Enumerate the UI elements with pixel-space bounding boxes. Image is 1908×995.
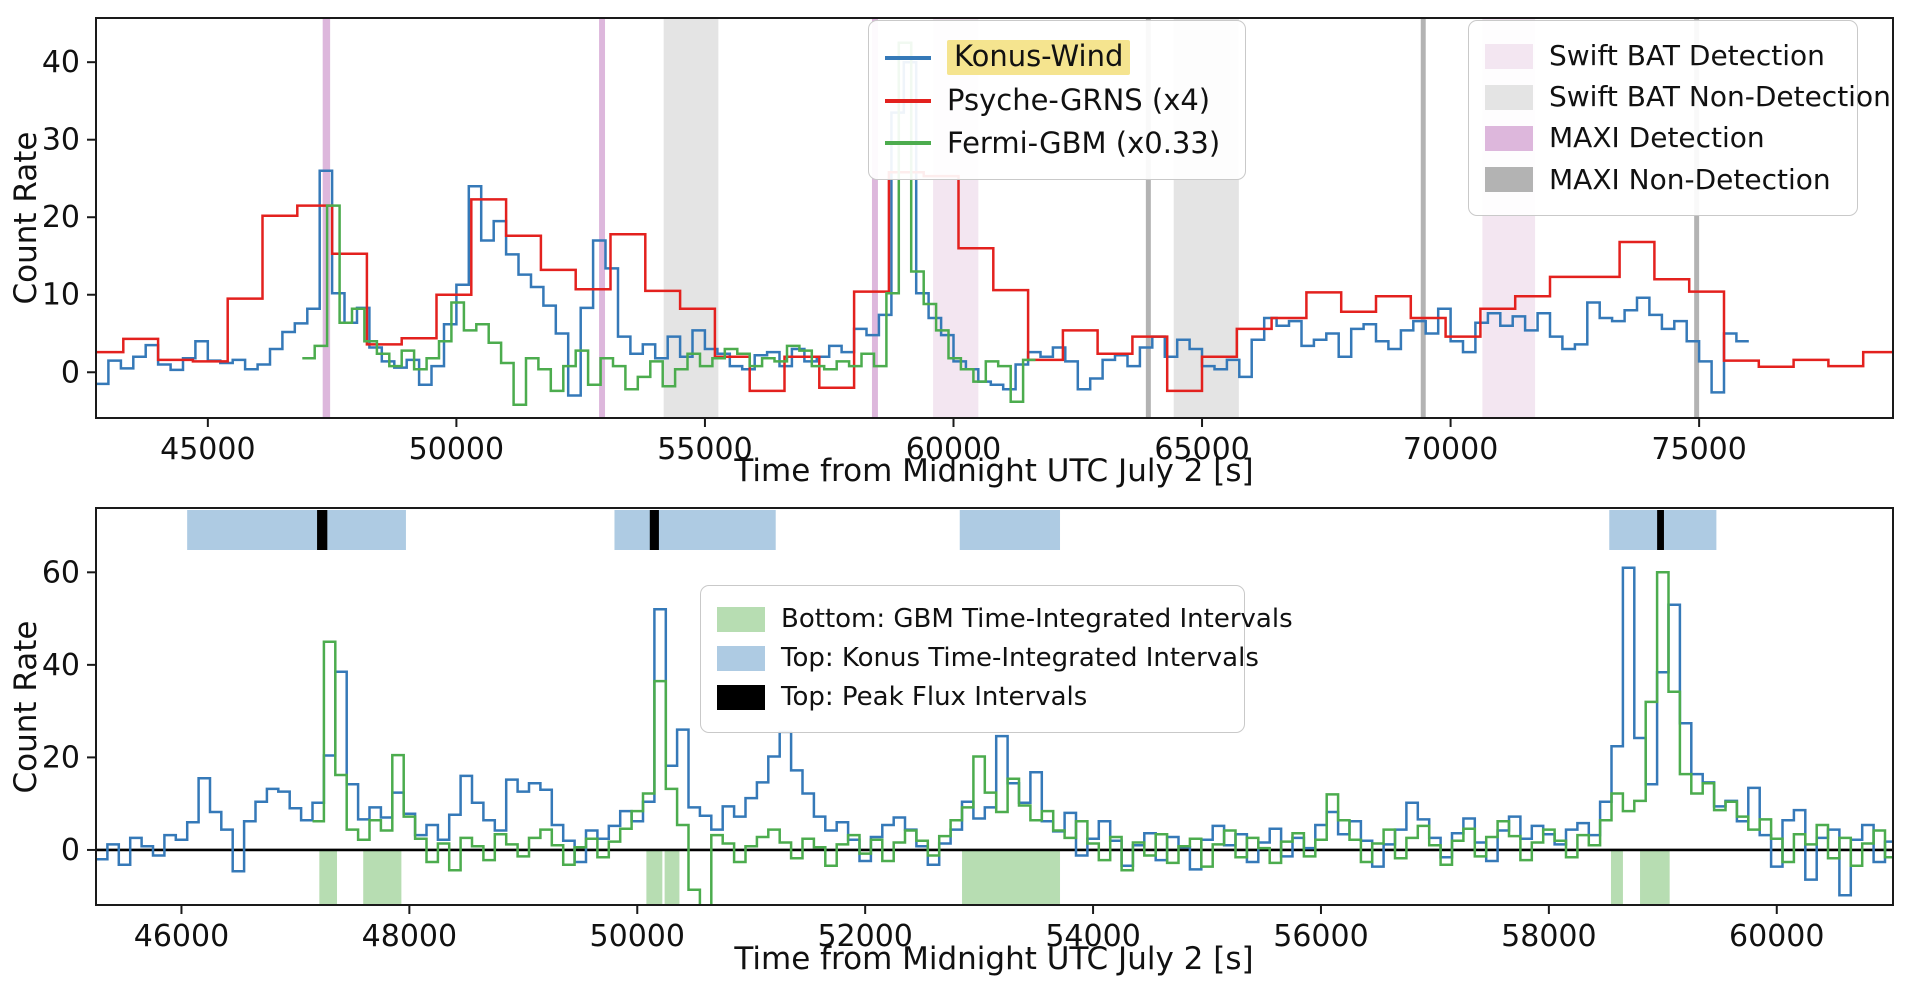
maxi-detection-band [871,18,878,418]
maxi-non-detection-swatch [1485,167,1533,193]
konus-intervals-swatch [717,646,765,672]
maxi-non-detection-label: MAXI Non-Detection [1549,162,1831,196]
x-tick-label: 56000 [1273,919,1368,954]
peak-flux-intervals-swatch [717,685,765,711]
maxi-non-detection-band [1145,18,1151,418]
y-tick-label: 20 [42,740,80,775]
maxi-detection-swatch [1485,125,1533,151]
y-tick-label: 20 [42,200,80,235]
swift-bat-non-detection-band [663,18,719,418]
legend-item-maxi-detection: MAXI Detection [1485,122,1841,154]
gbm-interval-band [319,849,338,904]
legend-item-maxi-non-detection: MAXI Non-Detection [1485,162,1841,196]
psyche-grns-line-swatch [885,99,931,104]
y-tick-label: 0 [61,833,80,868]
bottom-yaxis-label: Count Rate [8,621,44,794]
maxi-non-detection-band [1694,18,1700,418]
y-tick-label: 60 [42,555,80,590]
swift-bat-non-detection-swatch [1485,84,1533,110]
konus-interval-band [614,510,776,550]
legend-intervals: Bottom: GBM Time-Integrated Intervals To… [700,585,1293,733]
legend-item-swift-detection: Swift BAT Detection [1485,39,1841,72]
legend-item-fermi-gbm: Fermi-GBM (x0.33) [885,125,1229,160]
gbm-interval-band [1640,849,1670,904]
legend-detections: Swift BAT Detection Swift BAT Non-Detect… [1468,20,1891,216]
fermi-gbm-label: Fermi-GBM (x0.33) [947,125,1221,160]
legend-item-konus-wind: Konus-Wind [885,39,1229,76]
peak-flux-interval [649,510,659,550]
y-tick-label: 40 [42,648,80,683]
x-tick-label: 54000 [1045,919,1140,954]
x-tick-label: 48000 [362,919,457,954]
legend-item-psyche-grns: Psyche-GRNS (x4) [885,83,1229,118]
legend-item-swift-non-detection: Swift BAT Non-Detection [1485,80,1891,113]
konus-wind-line-swatch [885,55,931,60]
x-tick-label: 60000 [1729,919,1824,954]
konus-wind-series-line [96,566,1893,897]
peak-flux-interval [1657,510,1664,550]
gbm-interval-band [664,849,680,904]
bottom-panel: 46000 48000 50000 52000 54000 56000 58000 60000… [42,507,1894,954]
legend-item-konus-intervals: Top: Konus Time-Integrated Intervals [717,643,1259,674]
y-tick-label: 10 [42,278,80,313]
legend-top-lines: Konus-Wind Psyche-GRNS (x4) Fermi-GBM (x… [868,20,1246,181]
x-tick-label: 65000 [1154,432,1249,467]
x-tick-label: 45000 [160,432,255,467]
y-tick-label: 0 [61,355,80,390]
axes-spines [95,507,1894,906]
x-tick-label: 58000 [1501,919,1596,954]
konus-wind-series-line [96,60,1749,397]
legend-item-peak-flux-intervals: Top: Peak Flux Intervals [717,681,1228,713]
maxi-detection-band [599,18,606,418]
y-tick-label: 30 [42,123,80,158]
y-tick-label: 40 [42,45,80,80]
psyche-grns-label: Psyche-GRNS (x4) [947,83,1211,118]
top-yaxis-label: Count Rate [8,132,44,305]
x-tick-label: 70000 [1403,432,1498,467]
fermi-gbm-series-line [312,571,1893,905]
gbm-interval-band [363,849,402,904]
swift-bat-detection-label: Swift BAT Detection [1549,39,1825,72]
gbm-intervals-label: Bottom: GBM Time-Integrated Intervals [781,604,1293,634]
gbm-interval-band [962,849,1061,904]
gbm-interval-band [646,849,663,904]
maxi-detection-label: MAXI Detection [1549,121,1765,155]
swift-bat-non-detection-label: Swift BAT Non-Detection [1549,80,1891,114]
x-tick-label: 52000 [817,919,912,954]
legend-item-gbm-intervals: Bottom: GBM Time-Integrated Intervals [717,604,1293,635]
top-xaxis-label: Time from Midnight UTC July 2 [s] [733,453,1253,489]
psyche-grns-x4--series-line [96,171,1893,393]
swift-bat-detection-swatch [1485,43,1533,69]
x-tick-label: 55000 [657,432,752,467]
x-tick-label: 60000 [906,432,1001,467]
bottom-xaxis-label: Time from Midnight UTC July 2 [s] [733,941,1253,977]
konus-wind-label: Konus-Wind [947,39,1131,76]
x-tick-label: 50000 [409,432,504,467]
peak-flux-interval [317,510,328,550]
gbm-intervals-swatch [717,607,765,633]
konus-interval-band [187,510,406,550]
fermi-gbm-line-swatch [885,141,931,146]
maxi-non-detection-band [1420,18,1426,418]
konus-interval-band [959,510,1061,550]
peak-flux-intervals-label: Top: Peak Flux Intervals [781,681,1088,712]
konus-intervals-label: Top: Konus Time-Integrated Intervals [781,642,1259,673]
gbm-interval-band [1610,849,1623,904]
x-tick-label: 50000 [590,919,685,954]
x-tick-label: 46000 [134,919,229,954]
x-tick-label: 75000 [1651,432,1746,467]
